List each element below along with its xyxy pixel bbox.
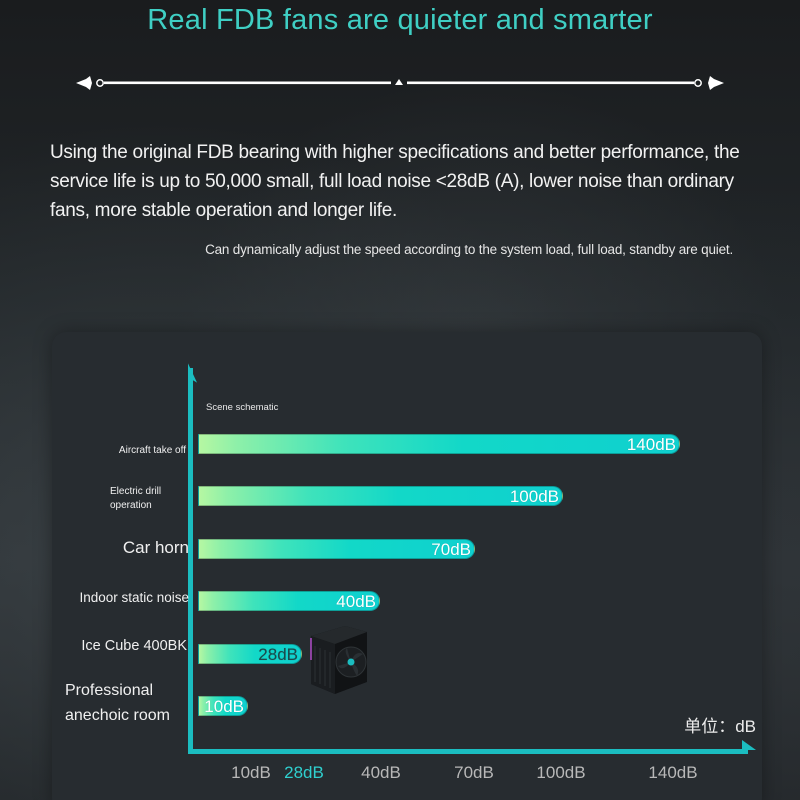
row-label-ice-cube: Ice Cube 400BK	[81, 638, 187, 654]
bar-value: 70dB	[431, 540, 471, 559]
x-tick-70: 70dB	[454, 763, 494, 782]
unit-label: 单位：dB	[684, 717, 756, 736]
x-tick-140: 140dB	[648, 763, 698, 782]
y-axis	[188, 368, 193, 754]
bar-value: 10dB	[204, 697, 244, 716]
decorative-divider	[76, 76, 724, 90]
bar-drill: 100dB	[198, 486, 563, 506]
bar-aircraft: 140dB	[198, 434, 680, 454]
bar-anechoic: 10dB	[198, 696, 248, 716]
x-axis	[188, 749, 748, 754]
page-title: Real FDB fans are quieter and smarter	[147, 4, 653, 36]
bar-value: 140dB	[626, 435, 676, 454]
bar-ice-cube: 28dB	[198, 644, 302, 664]
row-label-anechoic: Professional anechoic room	[65, 682, 170, 724]
row-label-drill: Electric drill operation	[110, 486, 162, 511]
x-tick-28: 28dB	[284, 763, 324, 782]
x-tick-100: 100dB	[536, 763, 586, 782]
cpu-cooler-icon	[305, 620, 371, 696]
row-label-indoor: Indoor static noise	[79, 590, 189, 605]
x-tick-10: 10dB	[231, 763, 271, 782]
row-label-car-horn: Car horn	[122, 538, 189, 557]
chart-panel	[52, 332, 762, 800]
bar-indoor: 40dB	[198, 591, 380, 611]
x-tick-40: 40dB	[361, 763, 401, 782]
x-axis-arrow-icon	[742, 740, 756, 750]
bar-value: 28dB	[258, 645, 298, 664]
bar-value: 40dB	[336, 592, 376, 611]
bar-value: 100dB	[509, 487, 559, 506]
bar-car-horn: 70dB	[198, 539, 475, 559]
y-axis-title: Scene schematic	[206, 402, 279, 413]
sub-description: Can dynamically adjust the speed accordi…	[205, 242, 733, 257]
row-label-aircraft: Aircraft take off	[118, 445, 186, 456]
description: Using the original FDB bearing with high…	[50, 142, 740, 221]
